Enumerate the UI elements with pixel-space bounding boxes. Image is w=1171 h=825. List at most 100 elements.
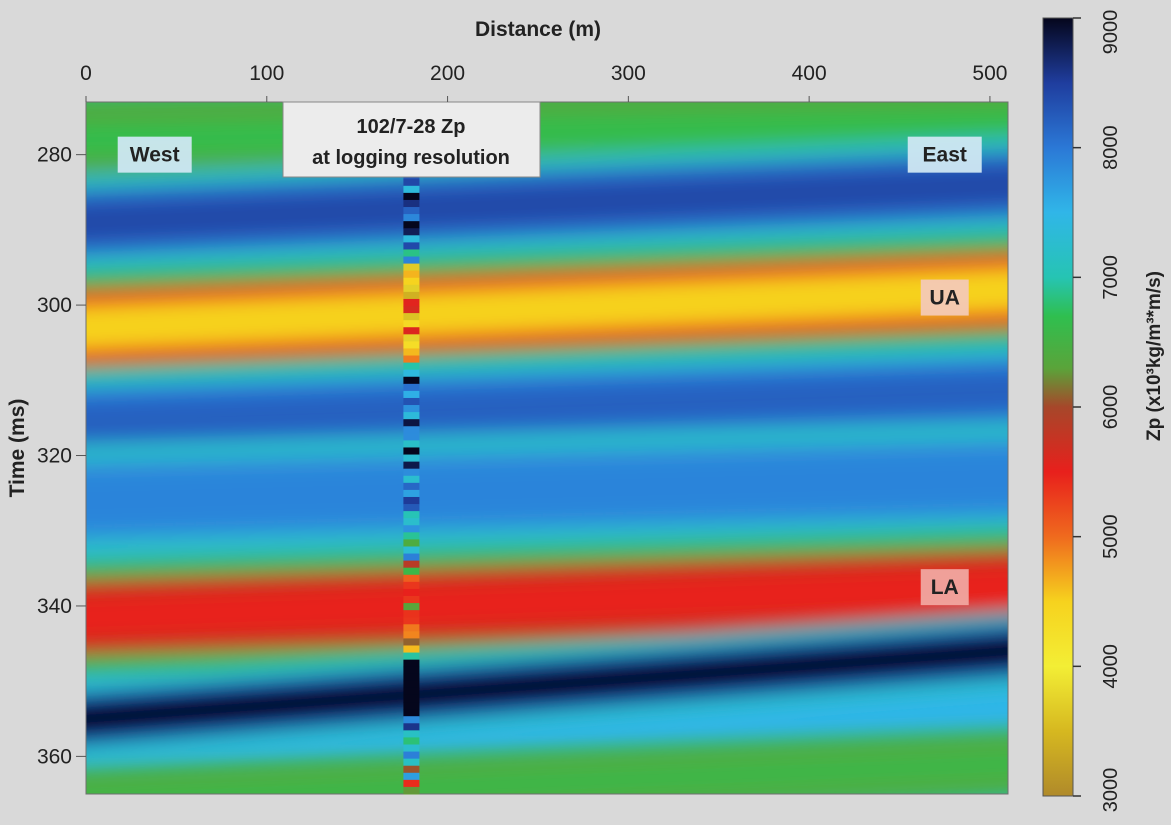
well-log-cell	[403, 518, 419, 526]
x-axis-title: Distance (m)	[475, 18, 601, 41]
x-tick-label: 400	[792, 62, 827, 85]
x-tick-label: 100	[249, 62, 284, 85]
well-log-cell	[403, 575, 419, 583]
well-log-cell	[403, 490, 419, 498]
well-log-cell	[403, 695, 419, 703]
colorbar-tick-label: 6000	[1100, 385, 1122, 430]
x-tick-label: 200	[430, 62, 465, 85]
well-log-cell	[403, 766, 419, 774]
well-log-cell	[403, 483, 419, 491]
well-log-cell	[403, 433, 419, 441]
well-log-cell	[403, 257, 419, 265]
well-log-cell	[403, 200, 419, 208]
well-log-cell	[403, 207, 419, 215]
well-label-line-2: at logging resolution	[312, 147, 510, 169]
plot-area	[14, 73, 1081, 825]
well-log-cell	[403, 193, 419, 201]
well-log-cell	[403, 568, 419, 576]
well-log-cell	[403, 249, 419, 257]
y-tick-label: 320	[37, 445, 72, 468]
well-log-cell	[403, 497, 419, 505]
well-log-cell	[403, 320, 419, 328]
well-log-cell	[403, 744, 419, 752]
well-log-cell	[403, 660, 419, 668]
well-log-cell	[403, 469, 419, 477]
well-log-cell	[403, 702, 419, 710]
well-log-cell	[403, 370, 419, 378]
annotation-la-label: LA	[931, 576, 959, 599]
colorbar-ticks: 3000 4000 5000 6000 7000 8000 9000	[1073, 10, 1122, 813]
well-log-cell	[403, 681, 419, 689]
well-log-cell	[403, 610, 419, 618]
colorbar-tick-label: 9000	[1100, 10, 1122, 55]
well-log-cell	[403, 688, 419, 696]
well-log-cell	[403, 299, 419, 307]
well-log-cell	[403, 773, 419, 781]
well-log-cell	[403, 645, 419, 653]
well-log-cell	[403, 589, 419, 597]
well-log-cell	[403, 716, 419, 724]
well-log-cell	[403, 752, 419, 760]
colorbar: 3000 4000 5000 6000 7000 8000 9000 Zp (x10³kg/…	[1043, 10, 1165, 813]
annotation-ua-label: UA	[930, 287, 960, 310]
colorbar-title: Zp (x10³kg/m³*m/s)	[1144, 271, 1165, 441]
well-log-cell	[403, 582, 419, 590]
well-log-cell	[403, 228, 419, 236]
well-log-cell	[403, 278, 419, 286]
well-log-cell	[403, 709, 419, 717]
well-log-cell	[403, 653, 419, 661]
well-log-cell	[403, 221, 419, 229]
annotation-east-label: East	[923, 144, 967, 167]
well-log-cell	[403, 348, 419, 356]
well-log-cell	[403, 391, 419, 399]
well-log-cell	[403, 638, 419, 646]
well-log-cell	[403, 341, 419, 349]
well-log-cell	[403, 603, 419, 611]
well-label-box: 102/7-28 Zp at logging resolution	[283, 102, 540, 177]
colorbar-tick-label: 5000	[1100, 514, 1122, 559]
x-tick-label: 500	[972, 62, 1007, 85]
well-log-cell	[403, 787, 419, 795]
well-log-cell	[403, 631, 419, 639]
y-tick-label: 300	[37, 294, 72, 317]
colorbar-gradient	[1043, 18, 1073, 796]
well-log-cell	[403, 504, 419, 512]
well-log-cell	[403, 384, 419, 392]
well-log-cell	[403, 476, 419, 484]
well-log-cell	[403, 532, 419, 540]
well-log-cell	[403, 780, 419, 788]
annotation-west-label: West	[130, 144, 180, 167]
well-log-cell	[403, 412, 419, 420]
well-log-cell	[403, 242, 419, 250]
x-tick-label: 0	[80, 62, 92, 85]
well-log-cell	[403, 723, 419, 731]
well-log-cell	[403, 554, 419, 562]
well-log-cell	[403, 462, 419, 470]
well-log-cell	[403, 455, 419, 463]
well-log-cell	[403, 264, 419, 272]
well-log-cell	[403, 377, 419, 385]
colorbar-tick-label: 8000	[1100, 125, 1122, 170]
well-log-cell	[403, 447, 419, 455]
well-log-cell	[403, 306, 419, 314]
y-axis-title: Time (ms)	[6, 399, 29, 498]
well-log-cell	[403, 186, 419, 194]
y-tick-label: 280	[37, 144, 72, 167]
well-log-cell	[403, 617, 419, 625]
well-log-cell	[403, 737, 419, 745]
well-log-cell	[403, 363, 419, 371]
well-log-cell	[403, 419, 419, 427]
well-log-cell	[403, 235, 419, 243]
well-log-cell	[403, 561, 419, 569]
well-label-line-1: 102/7-28 Zp	[357, 116, 466, 138]
well-log-cell	[403, 511, 419, 519]
colorbar-tick-label: 7000	[1100, 255, 1122, 300]
annotation-la: LA	[921, 569, 969, 605]
y-axis-ticks: 280 300 320 340 360	[37, 144, 86, 769]
well-log-cell	[403, 285, 419, 293]
colorbar-tick-label: 3000	[1100, 768, 1122, 813]
colorbar-tick-label: 4000	[1100, 644, 1122, 689]
well-log-cell	[403, 426, 419, 434]
well-log-cell	[403, 327, 419, 335]
well-log-column	[403, 143, 419, 794]
